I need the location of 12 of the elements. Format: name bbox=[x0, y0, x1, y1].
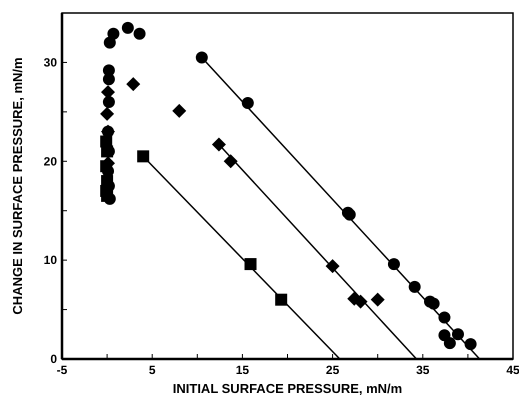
x-tick-label: 5 bbox=[148, 363, 156, 377]
y-axis-title: CHANGE IN SURFACE PRESSURE, mN/m bbox=[10, 57, 25, 315]
x-axis-title: INITIAL SURFACE PRESSURE, mN/m bbox=[172, 381, 402, 396]
x-tick-label: 15 bbox=[236, 363, 250, 377]
x-tick-label: 45 bbox=[506, 363, 519, 377]
y-tick-label: 0 bbox=[50, 352, 58, 366]
x-tick-label: -5 bbox=[56, 363, 68, 377]
x-tick-label: 35 bbox=[416, 363, 430, 377]
y-tick-label: 20 bbox=[44, 154, 58, 168]
y-tick-label: 10 bbox=[44, 253, 58, 268]
x-tick-label: 25 bbox=[326, 363, 340, 377]
y-tick-label: 30 bbox=[44, 55, 58, 70]
